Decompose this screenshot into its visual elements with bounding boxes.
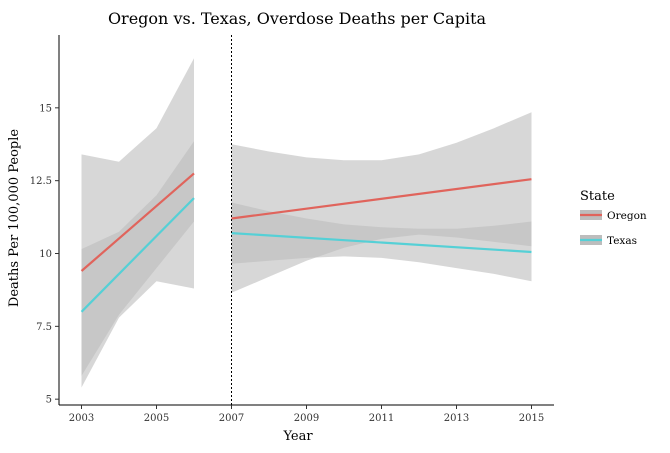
oregon-line-1 [80,172,195,272]
chart-title: Oregon vs. Texas, Overdose Deaths per Ca… [108,9,487,28]
texas-line-1 [80,197,195,313]
legend: State Oregon Texas [580,189,647,247]
y-tick-label: 5 [46,395,52,406]
texas-line-2 [231,232,532,254]
y-tick-label: 15 [39,103,52,114]
x-tick-label: 2009 [294,413,319,424]
confidence-bands [81,58,532,388]
x-tick-label: 2013 [444,413,469,424]
x-tick-label: 2005 [144,413,169,424]
y-tick-label: 7.5 [36,322,52,333]
y-tick-label: 10 [39,249,52,260]
x-tick-label: 2003 [69,413,94,424]
x-axis-title: Year [282,429,313,444]
x-tick-label: 2011 [369,413,394,424]
x-tick-label: 2015 [519,413,544,424]
y-tick-label: 12.5 [30,176,52,187]
oregon-line-2 [231,178,532,220]
y-axis-title: Deaths Per 100,000 People [7,129,22,308]
oregon-legend-label: Oregon [607,210,647,222]
texas-legend-label: Texas [607,235,637,247]
texas-band-1 [81,141,194,388]
x-ticks: 2003 2005 2007 2009 2011 2013 2015 [69,405,544,424]
x-tick-label: 2007 [219,413,244,424]
series-lines [80,172,532,313]
y-ticks: 5 7.5 10 12.5 15 [30,103,59,406]
legend-title: State [580,189,615,204]
